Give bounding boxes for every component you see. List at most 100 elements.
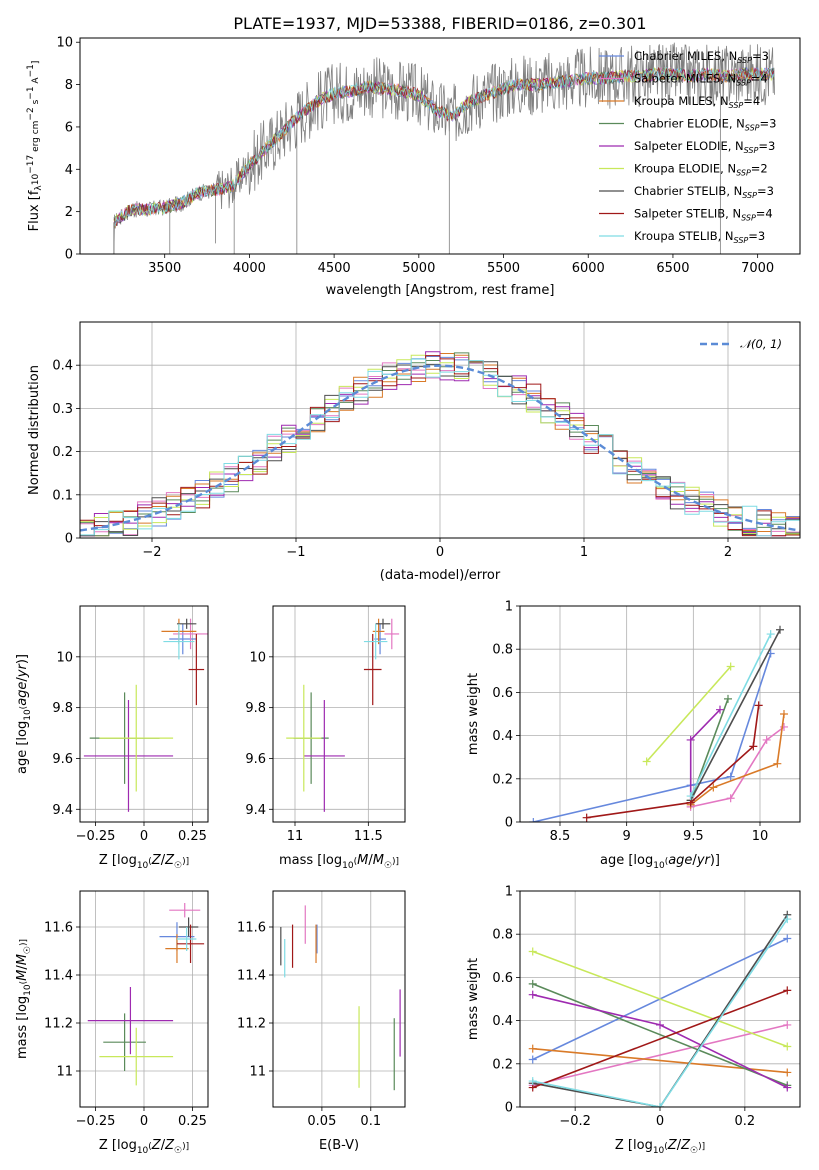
ageM-ytick-label: 10 bbox=[249, 650, 266, 665]
mwAge-point-marker bbox=[726, 772, 735, 781]
mwZ-point-marker bbox=[783, 986, 792, 995]
mwZ-point-marker bbox=[528, 1044, 537, 1053]
mwZ-ytick-label: 0 bbox=[505, 1101, 513, 1116]
mwZ-ytick-label: 0.6 bbox=[492, 971, 513, 986]
legend-entry: Kroupa STELIB, NSSP=3 bbox=[634, 229, 765, 245]
massZ-xtick-label: 0.25 bbox=[178, 1114, 207, 1129]
resid-xtick-label: 2 bbox=[724, 545, 732, 560]
resid-xtick-label: 1 bbox=[580, 545, 588, 560]
mwAge-point-marker bbox=[724, 694, 732, 703]
mwZ-point-marker bbox=[528, 979, 537, 988]
spectrum-ytick-label: 10 bbox=[56, 36, 73, 51]
mwAge-xtick-label: 9.5 bbox=[683, 829, 704, 844]
resid-histogram bbox=[80, 355, 800, 537]
mwAge-ytick-label: 0.2 bbox=[492, 772, 513, 787]
mwAge-series-line bbox=[646, 665, 732, 763]
massZ-errorbar bbox=[103, 1013, 146, 1071]
mwAge-point-marker bbox=[780, 710, 788, 718]
massZ-xtick-label: 0 bbox=[140, 1114, 148, 1129]
ageZ-plot-area bbox=[83, 618, 208, 812]
mwZ-panel: −0.2 0 0.2 0 0.2 0.4 0.6 0.8 1 Z [log10(Z/Z☉)] mas… bbox=[466, 885, 801, 1156]
spectrum-ytick-label: 8 bbox=[65, 78, 73, 93]
mwAge-point-marker bbox=[776, 625, 784, 634]
ageM-errorbar bbox=[384, 618, 400, 650]
ageZ-xlabel: Z [log10(Z/Z☉)] bbox=[99, 853, 189, 871]
massE-ytick-label: 11.2 bbox=[237, 1017, 266, 1032]
spectrum-ytick-label: 0 bbox=[65, 248, 73, 263]
massE-plot-area bbox=[280, 905, 401, 1091]
resid-ytick-label: 0.3 bbox=[52, 402, 73, 417]
mwZ-point-marker bbox=[528, 1055, 537, 1064]
massE-xtick-label: 0.05 bbox=[307, 1114, 336, 1129]
ageM-errorbar bbox=[363, 623, 388, 660]
resid-xtick-label: −2 bbox=[142, 545, 161, 560]
legend-entry: Chabrier STELIB, NSSP=3 bbox=[634, 184, 774, 200]
ageM-frame bbox=[272, 605, 406, 823]
mwZ-series-line bbox=[532, 918, 788, 1107]
mwAge-ylabel: mass weight bbox=[466, 673, 481, 755]
mwAge-ytick-label: 0.4 bbox=[492, 729, 513, 744]
mwZ-ytick-label: 1 bbox=[505, 885, 513, 900]
spectrum-frame-group: 3500 4000 4500 5000 5500 6000 6500 7000 0 2 4 6 8 10 bbox=[56, 36, 801, 276]
spectrum-ytick-label: 2 bbox=[65, 205, 73, 220]
massE-ytick-label: 11.4 bbox=[237, 969, 266, 984]
mwAge-series-line bbox=[586, 705, 760, 819]
mwAge-series-line bbox=[689, 629, 781, 801]
ageZ-ytick-label: 9.8 bbox=[52, 701, 73, 716]
massZ-ylabel: mass [log10(M/M☉)] bbox=[15, 939, 33, 1059]
resid-ytick-label: 0.2 bbox=[52, 445, 73, 460]
mwZ-ytick-label: 0.8 bbox=[492, 928, 513, 943]
resid-histogram bbox=[80, 358, 800, 537]
resid-histogram bbox=[80, 360, 800, 537]
mwZ-point-marker bbox=[656, 1020, 664, 1029]
mwZ-point-marker bbox=[783, 1042, 792, 1051]
legend-entry: Salpeter ELODIE, NSSP=3 bbox=[634, 139, 775, 155]
spectrum-plot-area bbox=[113, 42, 775, 254]
ageM-panel: 11 11.5 9.4 9.6 9.8 10 mass [log10(M/M☉)] bbox=[245, 605, 406, 871]
mwZ-xtick-label: 0.2 bbox=[735, 1114, 756, 1129]
mwZ-point-marker bbox=[656, 1103, 664, 1107]
ageM-plot-area bbox=[286, 618, 400, 812]
mwAge-point-marker bbox=[766, 630, 775, 639]
massE-frame bbox=[272, 890, 406, 1108]
mwAge-point-marker bbox=[686, 735, 695, 744]
mwAge-xtick-label: 9 bbox=[623, 829, 631, 844]
mwAge-series-line bbox=[689, 633, 772, 797]
spectrum-frame bbox=[79, 37, 801, 255]
mwZ-xlabel: Z [log10(Z/Z☉)] bbox=[615, 1138, 705, 1156]
mwZ-ytick-label: 0.4 bbox=[492, 1014, 513, 1029]
mwAge-ytick-label: 0.8 bbox=[492, 643, 513, 658]
resid-frame-group: −2 −1 0 1 2 0 0.1 0.2 0.3 0.4 bbox=[52, 321, 801, 560]
ageM-errorbar bbox=[303, 700, 345, 812]
spectrum-xtick-label: 7000 bbox=[741, 261, 774, 276]
mwAge-ytick-label: 1 bbox=[505, 600, 513, 615]
mwAge-point-marker bbox=[582, 813, 591, 822]
mwAge-xtick-label: 10 bbox=[752, 829, 769, 844]
massZ-xtick-label: −0.25 bbox=[76, 1114, 116, 1129]
mwZ-point-marker bbox=[783, 934, 792, 943]
mwAge-xtick-label: 8.5 bbox=[550, 829, 571, 844]
massZ-panel: −0.25 0 0.25 11 11.2 11.4 11.6 Z [log10(Z/Z☉)] m… bbox=[15, 890, 209, 1156]
mwAge-point-marker bbox=[709, 783, 718, 792]
mwAge-point-marker bbox=[762, 735, 771, 744]
massZ-errorbar bbox=[99, 1027, 174, 1086]
mwZ-point-marker bbox=[783, 1068, 792, 1077]
ageZ-ylabel: age [log10(age/yr)] bbox=[15, 654, 33, 774]
massZ-ytick-label: 11.4 bbox=[44, 969, 73, 984]
ageZ-xtick-label: −0.25 bbox=[76, 829, 116, 844]
mwZ-series-line bbox=[532, 950, 788, 1048]
massZ-errorbar bbox=[178, 917, 199, 937]
ageZ-frame-group: −0.25 0 0.25 9.4 9.6 9.8 10 bbox=[52, 605, 209, 844]
mwZ-ytick-label: 0.2 bbox=[492, 1057, 513, 1072]
ageM-ytick-label: 9.6 bbox=[245, 752, 266, 767]
mwAge-series-line bbox=[690, 713, 785, 806]
ageM-xtick-label: 11 bbox=[287, 829, 304, 844]
spectrum-panel: 3500 4000 4500 5000 5500 6000 6500 7000 0 2 4 6 8 10 C… bbox=[26, 36, 801, 298]
mwZ-series-line bbox=[532, 989, 788, 1089]
mwAge-point-marker bbox=[773, 759, 782, 768]
massZ-ytick-label: 11.6 bbox=[44, 921, 73, 936]
legend-entry: Salpeter MILES, NSSP=4 bbox=[634, 72, 768, 88]
spectrum-legend: Chabrier MILES, NSSP=3 Salpeter MILES, NS… bbox=[599, 49, 776, 245]
ageM-xlabel: mass [log10(M/M☉)] bbox=[279, 853, 399, 871]
